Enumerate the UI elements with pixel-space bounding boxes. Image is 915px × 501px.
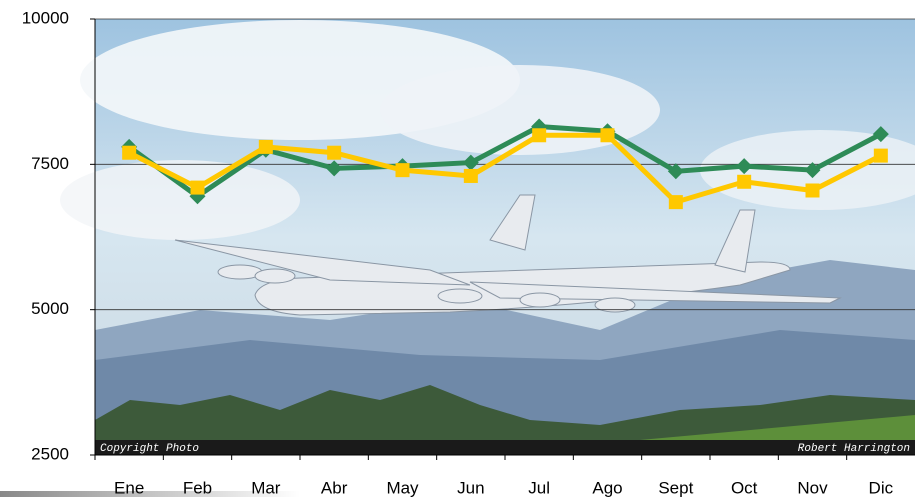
photo-credit: Robert Harrington	[798, 443, 910, 455]
photo-background: Copyright Photo Robert Harrington	[60, 19, 915, 455]
x-tick-label: Oct	[731, 478, 758, 497]
x-tick-label: Mar	[251, 478, 281, 497]
marker	[600, 128, 615, 143]
marker	[532, 128, 547, 143]
marker	[462, 154, 479, 171]
marker	[805, 183, 820, 198]
shadow	[0, 491, 300, 497]
marker	[872, 126, 889, 143]
marker	[395, 163, 410, 178]
line	[127, 124, 882, 200]
line	[128, 132, 882, 205]
marker	[873, 148, 888, 163]
marker	[736, 158, 753, 175]
marker	[737, 174, 752, 189]
photo-credit: Copyright Photo	[100, 443, 199, 455]
marker	[122, 145, 137, 160]
marker	[463, 168, 478, 183]
x-tick-label: Nov	[797, 478, 828, 497]
x-tick-label: Ago	[592, 478, 622, 497]
x-tick-label: Jun	[457, 478, 484, 497]
marker	[668, 195, 683, 210]
x-tick-label: Jul	[528, 478, 550, 497]
x-tick-label: Sept	[658, 478, 693, 497]
y-tick-label: 7500	[31, 154, 69, 173]
x-tick-label: Abr	[321, 478, 348, 497]
x-tick-label: Feb	[183, 478, 212, 497]
marker	[258, 139, 273, 154]
x-tick-label: May	[386, 478, 419, 497]
y-tick-label: 2500	[31, 444, 69, 463]
marker	[667, 163, 684, 180]
x-tick-label: Ene	[114, 478, 144, 497]
marker	[327, 145, 342, 160]
y-tick-label: 10000	[22, 8, 69, 27]
x-tick-label: Dic	[869, 478, 894, 497]
airplane	[174, 194, 842, 316]
marker	[804, 162, 821, 179]
marker	[190, 180, 205, 195]
y-tick-label: 5000	[31, 299, 69, 318]
marker	[326, 160, 343, 177]
